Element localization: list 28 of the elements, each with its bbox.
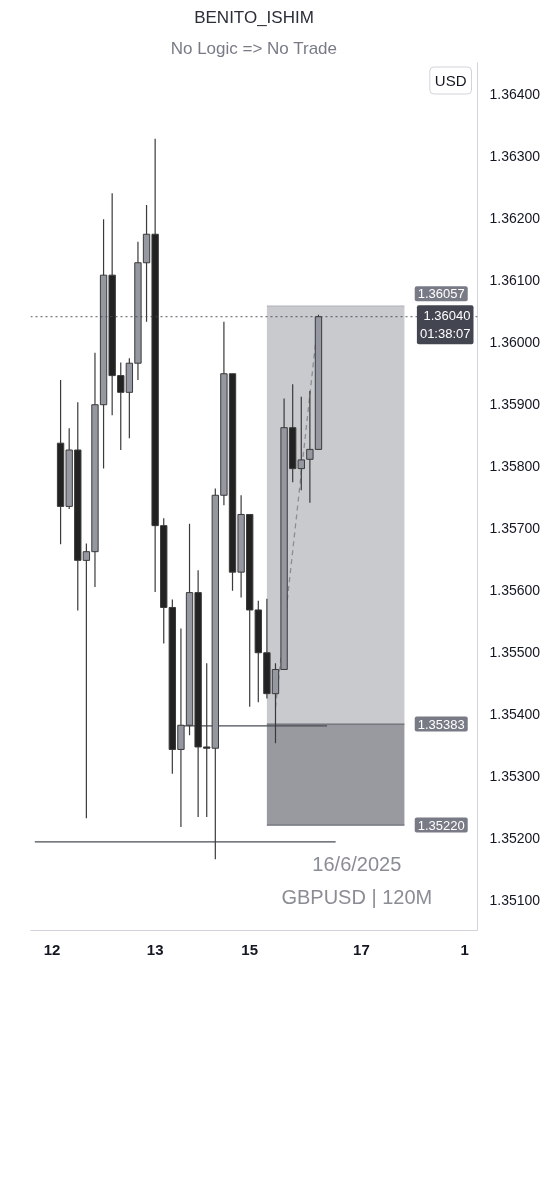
x-tick-label: 12 [43, 940, 61, 958]
y-tick-label: 1.36200 [489, 209, 541, 226]
data-label: 1.35220 [417, 817, 465, 833]
y-tick-label: 1.35200 [489, 829, 541, 846]
y-tick-label: 1.35600 [489, 581, 541, 598]
y-tick-label: 1.36000 [489, 333, 541, 350]
x-tick-label: 15 [241, 940, 259, 958]
y-tick-label: 1.36400 [489, 85, 541, 102]
y-tick-label: 1.35900 [489, 395, 541, 412]
chart-title: BENITO_ISHIM [194, 7, 314, 27]
ref-line-label: 1.36040 01:38:07 [419, 308, 471, 342]
annotation: GBPUSD | 120M [281, 885, 433, 908]
y-tick-label: 1.36300 [489, 147, 541, 164]
x-tick-label: 17 [353, 940, 370, 958]
y-tick-label: 1.35400 [489, 705, 541, 722]
y-tick-label: 1.35800 [489, 457, 541, 474]
x-tick-label: 1 [460, 940, 469, 958]
y-axis-title: USD [434, 72, 467, 89]
x-tick-label: 13 [146, 940, 164, 958]
y-tick-label: 1.35500 [489, 643, 541, 660]
data-label: 1.36057 [417, 286, 465, 302]
y-tick-label: 1.35100 [489, 891, 541, 908]
annotation: 16/6/2025 [312, 852, 402, 875]
data-label: 1.35383 [417, 716, 465, 732]
y-tick-label: 1.35700 [489, 519, 541, 536]
chart-subtitle: No Logic => No Trade [170, 38, 338, 58]
y-tick-label: 1.35300 [489, 767, 541, 784]
y-tick-label: 1.36100 [489, 271, 541, 288]
